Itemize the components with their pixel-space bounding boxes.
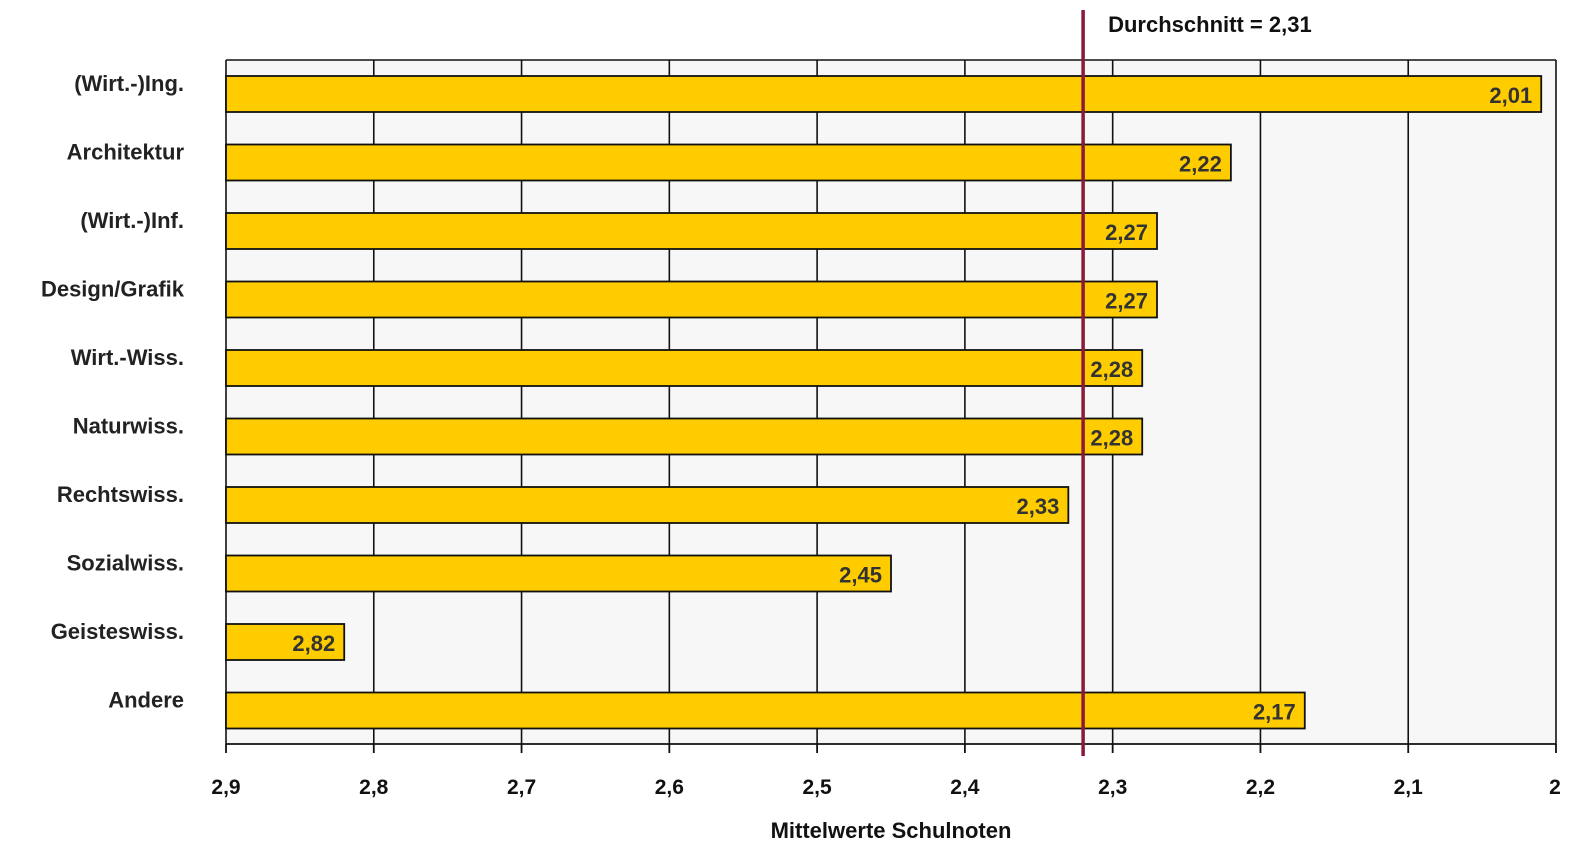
x-tick-label: 2,3 — [1098, 776, 1127, 799]
x-tick-label: 2,7 — [507, 776, 536, 799]
value-label: 2,28 — [1090, 426, 1133, 451]
category-label: (Wirt.-)Inf. — [80, 208, 184, 233]
bar — [225, 280, 1158, 319]
x-tick-label: 2,1 — [1394, 776, 1424, 799]
category-label: Rechtswiss. — [57, 482, 184, 507]
bar — [225, 691, 1306, 730]
category-label: Geisteswiss. — [51, 619, 184, 644]
value-labels: 2,01 2,22 2,27 2,27 2,28 2,28 2,33 2,45 2,82 2,17 — [292, 83, 1532, 725]
value-label: 2,33 — [1017, 494, 1060, 519]
x-axis-title: Mittelwerte Schulnoten — [771, 818, 1012, 843]
category-label: (Wirt.-)Ing. — [74, 71, 184, 96]
bar — [225, 554, 892, 593]
category-label: Andere — [108, 688, 184, 713]
bar — [225, 623, 346, 661]
x-tick-label: 2,9 — [211, 776, 240, 799]
value-label: 2,45 — [839, 563, 882, 588]
value-label: 2,22 — [1179, 152, 1222, 177]
x-tick-label: 2,6 — [655, 776, 684, 799]
value-label: 2,82 — [292, 631, 335, 656]
category-label: Design/Grafik — [41, 277, 185, 302]
reference-line-group: Durchschnitt = 2,31 — [1081, 10, 1312, 756]
x-tick-label: 2 — [1549, 776, 1561, 799]
bars — [225, 75, 1543, 730]
average-label: Durchschnitt = 2,31 — [1108, 12, 1312, 37]
category-label: Wirt.-Wiss. — [71, 345, 184, 370]
x-axis: 2,9 2,8 2,7 2,6 2,5 2,4 2,3 2,2 2,1 2 — [211, 743, 1561, 799]
value-label: 2,17 — [1253, 700, 1296, 725]
value-label: 2,27 — [1105, 289, 1148, 314]
category-label: Architektur — [67, 140, 185, 165]
category-labels: (Wirt.-)Ing. Architektur (Wirt.-)Inf. Desig… — [41, 71, 185, 713]
x-tick-label: 2,2 — [1246, 776, 1275, 799]
x-tick-label: 2,4 — [950, 776, 980, 799]
category-label: Sozialwiss. — [67, 551, 184, 576]
bar — [225, 349, 1144, 387]
value-label: 2,28 — [1090, 357, 1133, 382]
bar — [225, 417, 1144, 456]
bar — [225, 143, 1232, 182]
x-tick-label: 2,5 — [803, 776, 833, 799]
value-label: 2,01 — [1489, 83, 1532, 108]
bar — [225, 75, 1543, 113]
bar — [225, 486, 1070, 524]
value-label: 2,27 — [1105, 220, 1148, 245]
category-label: Naturwiss. — [73, 414, 184, 439]
bar — [225, 212, 1158, 250]
x-tick-label: 2,8 — [359, 776, 389, 799]
